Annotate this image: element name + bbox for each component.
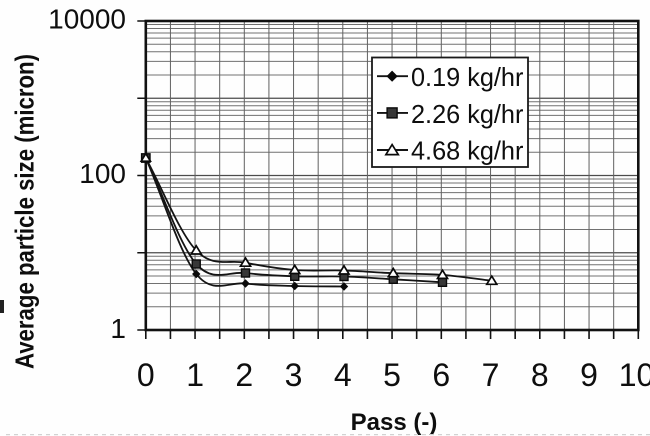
svg-text:2: 2 [235,357,253,393]
svg-text:Average particle size (micron): Average particle size (micron) [10,54,40,369]
svg-text:0.19 kg/hr: 0.19 kg/hr [411,62,524,92]
svg-text:1: 1 [186,357,204,393]
svg-text:5: 5 [383,357,401,393]
svg-text:4.68 kg/hr: 4.68 kg/hr [411,135,524,165]
svg-text:100: 100 [79,158,126,189]
svg-text:6: 6 [432,357,450,393]
svg-text:1: 1 [110,313,126,344]
svg-text:8: 8 [531,357,549,393]
svg-text:7: 7 [482,357,500,393]
svg-text:Pass (-): Pass (-) [351,409,438,436]
svg-text:10: 10 [619,357,650,393]
svg-text:4: 4 [334,357,352,393]
svg-text:0: 0 [137,357,155,393]
svg-text:2.26 kg/hr: 2.26 kg/hr [411,99,524,129]
svg-text:10000: 10000 [48,4,126,35]
svg-text:3: 3 [285,357,303,393]
svg-text:9: 9 [580,357,598,393]
